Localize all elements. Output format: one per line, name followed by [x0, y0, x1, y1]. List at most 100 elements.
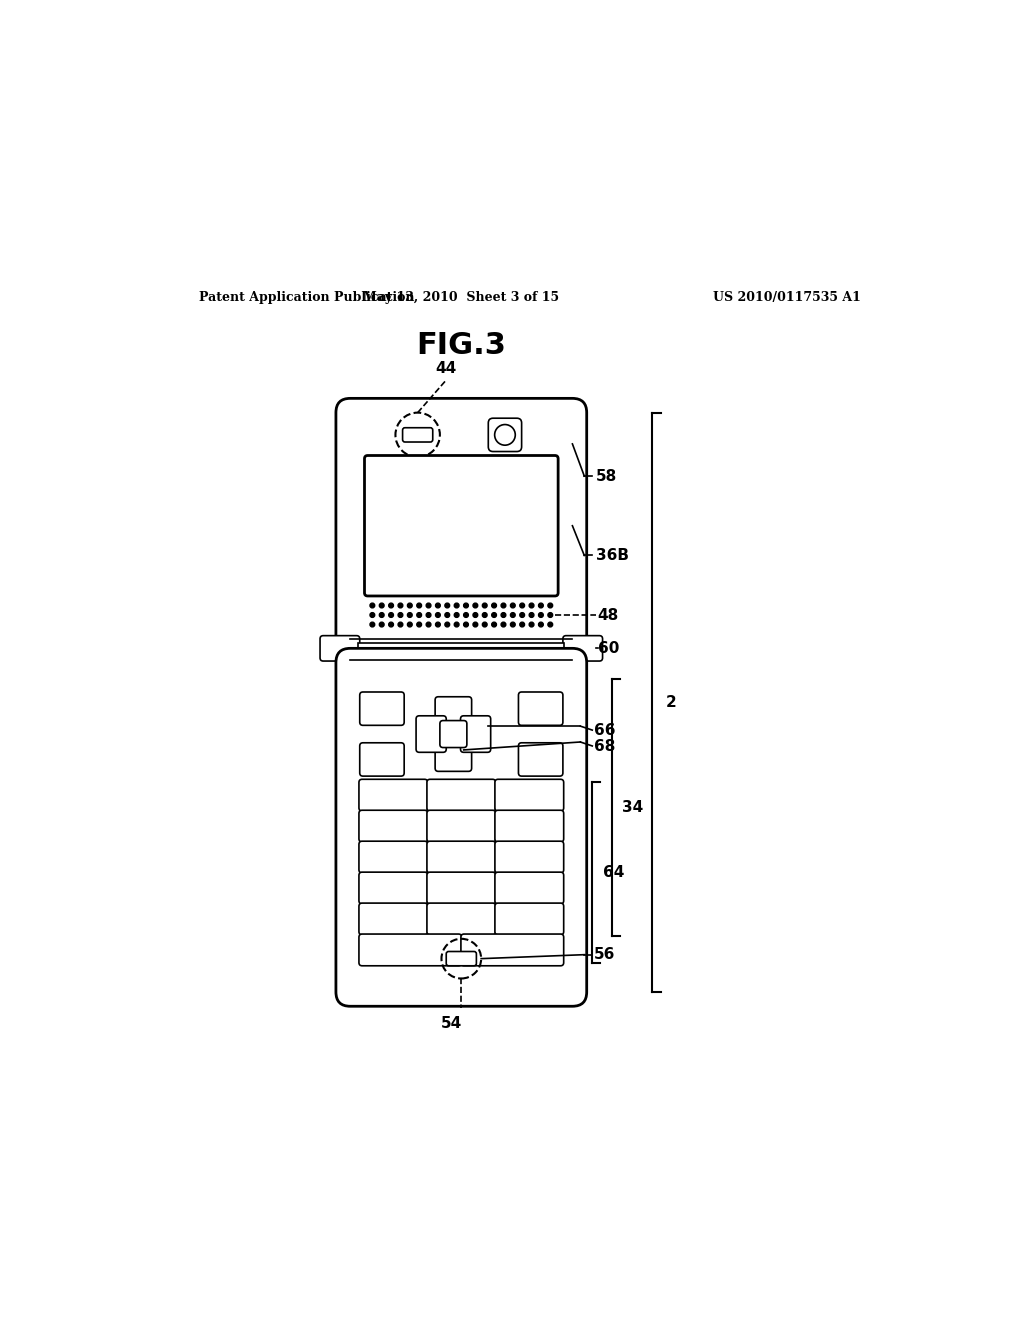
FancyBboxPatch shape	[427, 779, 496, 810]
FancyBboxPatch shape	[446, 952, 476, 966]
Text: 64: 64	[602, 865, 624, 880]
Circle shape	[426, 603, 431, 609]
FancyBboxPatch shape	[461, 715, 490, 752]
Circle shape	[510, 612, 515, 618]
Circle shape	[389, 603, 393, 609]
Circle shape	[529, 603, 534, 609]
Text: 56: 56	[594, 948, 615, 962]
FancyBboxPatch shape	[416, 715, 446, 752]
FancyBboxPatch shape	[359, 873, 428, 904]
FancyBboxPatch shape	[359, 743, 404, 776]
Circle shape	[520, 603, 524, 609]
FancyBboxPatch shape	[359, 779, 428, 810]
FancyBboxPatch shape	[495, 903, 563, 935]
Circle shape	[492, 612, 497, 618]
FancyBboxPatch shape	[359, 903, 428, 935]
FancyBboxPatch shape	[518, 743, 563, 776]
Circle shape	[539, 622, 544, 627]
Text: 34: 34	[623, 800, 644, 814]
Circle shape	[464, 603, 468, 609]
FancyBboxPatch shape	[402, 428, 433, 442]
Circle shape	[370, 603, 375, 609]
Circle shape	[548, 603, 553, 609]
Circle shape	[510, 622, 515, 627]
Circle shape	[501, 612, 506, 618]
Circle shape	[417, 603, 422, 609]
Text: 66: 66	[594, 723, 615, 738]
FancyBboxPatch shape	[435, 742, 472, 771]
FancyBboxPatch shape	[518, 692, 563, 725]
Circle shape	[492, 622, 497, 627]
Text: May 13, 2010  Sheet 3 of 15: May 13, 2010 Sheet 3 of 15	[364, 292, 559, 304]
Circle shape	[539, 603, 544, 609]
Circle shape	[379, 603, 384, 609]
FancyBboxPatch shape	[495, 810, 563, 842]
FancyBboxPatch shape	[563, 636, 602, 661]
FancyBboxPatch shape	[427, 810, 496, 842]
Circle shape	[379, 622, 384, 627]
Circle shape	[529, 612, 534, 618]
Text: 60: 60	[598, 640, 620, 656]
Circle shape	[426, 612, 431, 618]
Circle shape	[492, 603, 497, 609]
Circle shape	[548, 612, 553, 618]
FancyBboxPatch shape	[435, 697, 472, 727]
FancyBboxPatch shape	[321, 636, 359, 661]
FancyBboxPatch shape	[488, 418, 521, 451]
Circle shape	[510, 603, 515, 609]
Text: 36B: 36B	[596, 548, 629, 564]
FancyBboxPatch shape	[495, 873, 563, 904]
Circle shape	[435, 622, 440, 627]
FancyBboxPatch shape	[359, 841, 428, 873]
Circle shape	[482, 603, 487, 609]
Circle shape	[473, 612, 478, 618]
Bar	[358, 643, 564, 653]
Circle shape	[444, 612, 450, 618]
Circle shape	[379, 612, 384, 618]
Circle shape	[548, 622, 553, 627]
Circle shape	[501, 622, 506, 627]
Text: FIG.3: FIG.3	[417, 331, 506, 359]
Circle shape	[435, 603, 440, 609]
Text: 2: 2	[666, 694, 677, 710]
Circle shape	[417, 622, 422, 627]
Circle shape	[408, 612, 413, 618]
Text: US 2010/0117535 A1: US 2010/0117535 A1	[713, 292, 860, 304]
FancyBboxPatch shape	[359, 692, 404, 725]
Text: 58: 58	[596, 469, 617, 483]
FancyBboxPatch shape	[365, 455, 558, 595]
Circle shape	[464, 612, 468, 618]
Circle shape	[426, 622, 431, 627]
FancyBboxPatch shape	[359, 935, 462, 966]
Circle shape	[398, 612, 402, 618]
FancyBboxPatch shape	[336, 648, 587, 1006]
Circle shape	[529, 622, 534, 627]
Circle shape	[520, 622, 524, 627]
FancyBboxPatch shape	[461, 935, 563, 966]
FancyBboxPatch shape	[495, 779, 563, 810]
Circle shape	[520, 612, 524, 618]
Circle shape	[501, 603, 506, 609]
Circle shape	[398, 603, 402, 609]
FancyBboxPatch shape	[359, 810, 428, 842]
Circle shape	[482, 612, 487, 618]
Circle shape	[464, 622, 468, 627]
Circle shape	[389, 622, 393, 627]
Circle shape	[408, 603, 413, 609]
FancyBboxPatch shape	[440, 721, 467, 747]
Circle shape	[370, 622, 375, 627]
FancyBboxPatch shape	[336, 399, 587, 653]
FancyBboxPatch shape	[427, 841, 496, 873]
Circle shape	[417, 612, 422, 618]
Circle shape	[455, 603, 459, 609]
FancyBboxPatch shape	[495, 841, 563, 873]
Text: 54: 54	[441, 1016, 463, 1031]
Circle shape	[482, 622, 487, 627]
Circle shape	[398, 622, 402, 627]
Circle shape	[444, 622, 450, 627]
Circle shape	[408, 622, 413, 627]
FancyBboxPatch shape	[427, 903, 496, 935]
Text: 44: 44	[435, 362, 456, 376]
FancyBboxPatch shape	[427, 873, 496, 904]
Circle shape	[539, 612, 544, 618]
